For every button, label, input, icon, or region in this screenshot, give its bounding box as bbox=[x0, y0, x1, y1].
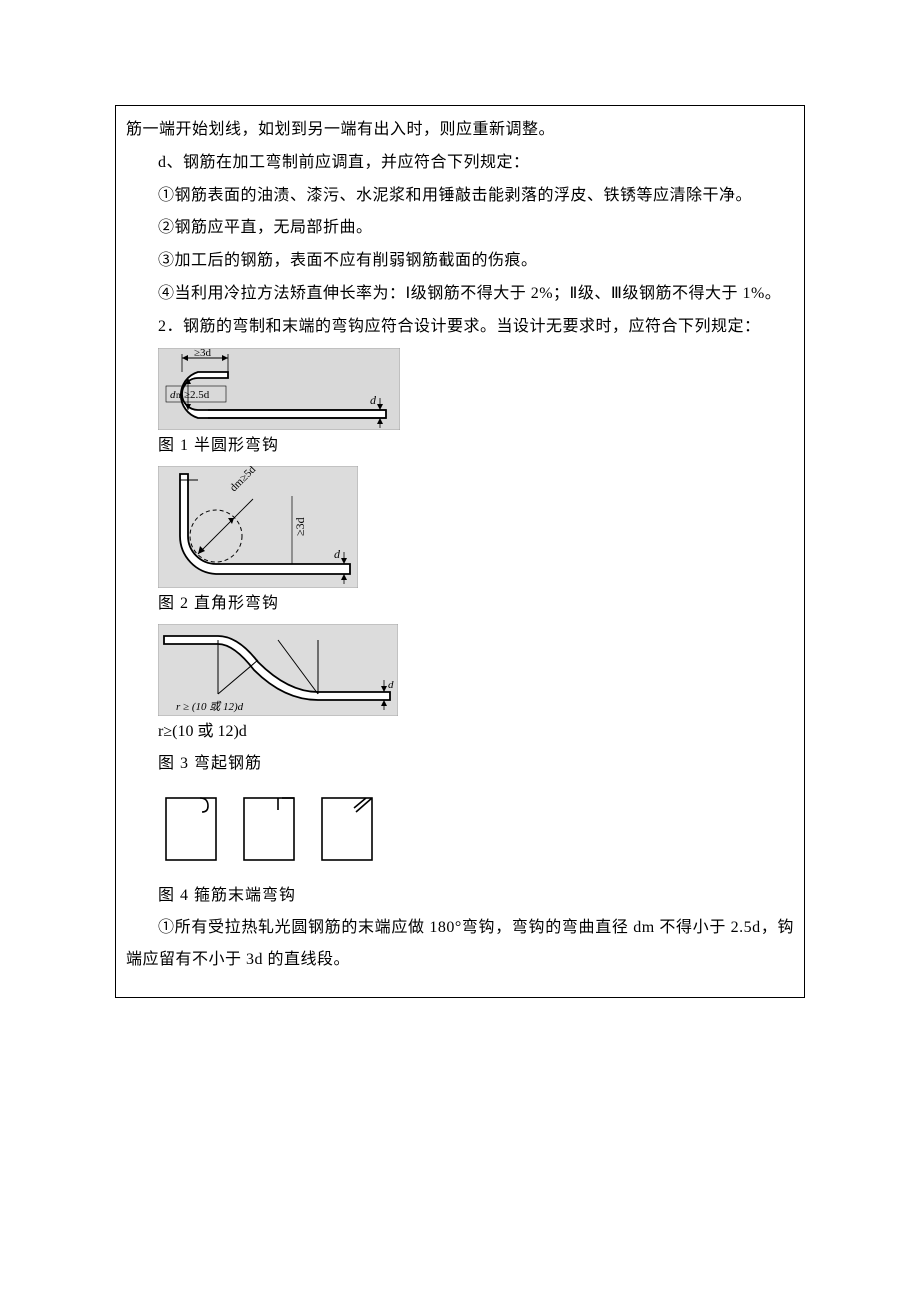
figure-2: dm≥5d ≥3d d 图 2 直角形弯钩 bbox=[158, 466, 794, 620]
fig4-caption: 图 4 箍筋末端弯钩 bbox=[158, 880, 794, 912]
svg-text:r ≥ (10 或 12)d: r ≥ (10 或 12)d bbox=[176, 700, 244, 713]
svg-text:≥2.5d: ≥2.5d bbox=[184, 389, 210, 401]
paragraph: ①钢筋表面的油渍、漆污、水泥浆和用锤敲击能剥落的浮皮、铁锈等应清除干净。 bbox=[126, 180, 794, 213]
paragraph: 筋一端开始划线，如划到另一端有出入时，则应重新调整。 bbox=[126, 114, 794, 147]
paragraph: ②钢筋应平直，无局部折曲。 bbox=[126, 212, 794, 245]
svg-text:d: d bbox=[388, 679, 394, 691]
figure-3: r ≥ (10 或 12)d d r≥(10 或 12)d 图 3 弯起钢筋 bbox=[158, 624, 794, 780]
fig2-caption: 图 2 直角形弯钩 bbox=[158, 588, 794, 620]
fig1-caption: 图 1 半圆形弯钩 bbox=[158, 430, 794, 462]
paragraph: ③加工后的钢筋，表面不应有削弱钢筋截面的伤痕。 bbox=[126, 245, 794, 278]
page: 筋一端开始划线，如划到另一端有出入时，则应重新调整。 d、钢筋在加工弯制前应调直… bbox=[0, 0, 920, 1302]
figure-4: 图 4 箍筋末端弯钩 bbox=[158, 790, 794, 912]
paragraph: ①所有受拉热轧光圆钢筋的末端应做 180°弯钩，弯钩的弯曲直径 dm 不得小于 … bbox=[126, 912, 794, 978]
paragraph: d、钢筋在加工弯制前应调直，并应符合下列规定： bbox=[126, 147, 794, 180]
fig3-caption: 图 3 弯起钢筋 bbox=[158, 748, 794, 780]
paragraph: ④当利用冷拉方法矫直伸长率为：Ⅰ级钢筋不得大于 2%；Ⅱ级、Ⅲ级钢筋不得大于 1… bbox=[126, 278, 794, 311]
svg-text:d: d bbox=[334, 547, 341, 561]
svg-text:d: d bbox=[370, 393, 377, 407]
fig3-note: r≥(10 或 12)d bbox=[158, 716, 794, 748]
fig4-svg bbox=[158, 790, 398, 868]
content-box: 筋一端开始划线，如划到另一端有出入时，则应重新调整。 d、钢筋在加工弯制前应调直… bbox=[115, 105, 805, 998]
svg-text:≥3d: ≥3d bbox=[194, 348, 212, 359]
fig2-svg: dm≥5d ≥3d d bbox=[158, 466, 358, 588]
svg-text:≥3d: ≥3d bbox=[293, 517, 307, 536]
paragraph: 2．钢筋的弯制和末端的弯钩应符合设计要求。当设计无要求时，应符合下列规定： bbox=[126, 311, 794, 344]
fig1-svg: ≥3d d m ≥2.5d d bbox=[158, 348, 400, 430]
svg-text:m: m bbox=[176, 390, 183, 400]
fig3-svg: r ≥ (10 或 12)d d bbox=[158, 624, 398, 716]
figure-1: ≥3d d m ≥2.5d d 图 1 半圆形弯钩 bbox=[158, 348, 794, 462]
